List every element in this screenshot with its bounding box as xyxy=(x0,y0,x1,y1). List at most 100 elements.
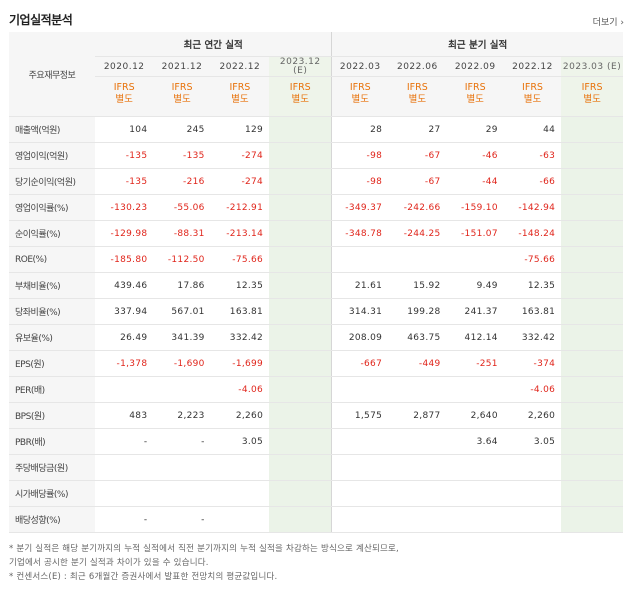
value-cell xyxy=(446,376,504,403)
row-label: ROE(%) xyxy=(9,246,95,273)
value-cell: -148.24 xyxy=(503,220,562,247)
table-row: 순이익률(%) -129.98 -88.31 -213.14 -348.78 -244.2… xyxy=(9,220,623,247)
ifrs-label: IFRS 별도 xyxy=(561,76,623,117)
period-header: 2023.03 (E) xyxy=(561,56,623,77)
value-cell: - xyxy=(94,428,154,455)
value-cell xyxy=(269,350,333,377)
value-cell xyxy=(153,454,211,481)
more-link[interactable]: 더보기 › xyxy=(593,15,624,28)
value-cell: -185.80 xyxy=(94,246,154,273)
value-cell xyxy=(388,480,447,507)
value-cell: 2,223 xyxy=(153,402,211,429)
value-cell: -135 xyxy=(153,142,211,169)
table-row: PER(배) -4.06 -4.06 xyxy=(9,376,623,403)
value-cell: -274 xyxy=(210,142,270,169)
value-cell xyxy=(561,350,623,377)
value-cell: 463.75 xyxy=(388,324,447,351)
footnote-line: 기업에서 공시한 분기 실적과 차이가 있을 수 있습니다. xyxy=(9,558,209,568)
value-cell xyxy=(561,428,623,455)
value-cell: -66 xyxy=(503,168,562,195)
value-cell: 332.42 xyxy=(503,324,562,351)
value-cell: 163.81 xyxy=(503,298,562,325)
value-cell: - xyxy=(153,506,211,533)
value-cell xyxy=(269,376,333,403)
value-cell xyxy=(446,480,504,507)
value-cell: -135 xyxy=(94,142,154,169)
ifrs-label: IFRS 별도 xyxy=(210,76,270,117)
value-cell: -112.50 xyxy=(153,246,211,273)
table-row: 매출액(억원) 104 245 129 28 27 29 44 xyxy=(9,116,623,143)
value-cell xyxy=(331,246,389,273)
header-period-row: 2020.12 2021.12 2022.12 2023.12 (E) 2022.03 2… xyxy=(9,56,623,77)
table-row: 배당성향(%) - - xyxy=(9,506,623,533)
value-cell xyxy=(269,142,333,169)
value-cell xyxy=(94,454,154,481)
value-cell xyxy=(388,506,447,533)
row-label: BPS(원) xyxy=(9,402,95,429)
table-row: BPS(원) 483 2,223 2,260 1,575 2,877 2,640 2,260 xyxy=(9,402,623,429)
table-row: 주당배당금(원) xyxy=(9,454,623,481)
value-cell: 129 xyxy=(210,116,270,143)
value-cell xyxy=(269,428,333,455)
value-cell: -212.91 xyxy=(210,194,270,221)
table-row: 유보율(%) 26.49 341.39 332.42 208.09 463.75 412.1… xyxy=(9,324,623,351)
value-cell xyxy=(503,506,562,533)
value-cell: 2,260 xyxy=(503,402,562,429)
value-cell: 12.35 xyxy=(210,272,270,299)
row-label: 시가배당률(%) xyxy=(9,480,95,507)
period-header: 2021.12 xyxy=(153,56,211,77)
row-label: PER(배) xyxy=(9,376,95,403)
value-cell: -4.06 xyxy=(210,376,270,403)
value-cell xyxy=(388,454,447,481)
period-header: 2023.12 (E) xyxy=(269,56,333,77)
ifrs-label: IFRS 별도 xyxy=(269,76,333,117)
value-cell: -159.10 xyxy=(446,194,504,221)
value-cell: -130.23 xyxy=(94,194,154,221)
ifrs-label: IFRS 별도 xyxy=(331,76,389,117)
row-label: 유보율(%) xyxy=(9,324,95,351)
value-cell xyxy=(388,376,447,403)
value-cell xyxy=(561,506,623,533)
value-cell xyxy=(503,480,562,507)
value-cell: -1,690 xyxy=(153,350,211,377)
financial-summary-table: 주요재무정보 최근 연간 실적 최근 분기 실적 2020.12 2021.12 2022… xyxy=(9,32,623,533)
value-cell xyxy=(561,220,623,247)
annual-group-title: 최근 연간 실적 xyxy=(94,32,333,57)
value-cell: 163.81 xyxy=(210,298,270,325)
ifrs-label: IFRS 별도 xyxy=(503,76,562,117)
period-header: 2022.12 xyxy=(503,56,562,77)
row-label: 배당성향(%) xyxy=(9,506,95,533)
table-row: PBR(배) - -3.05 3.64 3.05 xyxy=(9,428,623,455)
value-cell xyxy=(561,454,623,481)
value-cell: -274 xyxy=(210,168,270,195)
table-row: 부채비율(%) 439.46 17.86 12.35 21.61 15.92 9.49 12.… xyxy=(9,272,623,299)
value-cell: 2,640 xyxy=(446,402,504,429)
value-cell xyxy=(269,246,333,273)
footnote-line: * 분기 실적은 해당 분기까지의 누적 실적에서 직전 분기까지의 누적 실적… xyxy=(9,544,399,554)
value-cell: -374 xyxy=(503,350,562,377)
row-label: 영업이익률(%) xyxy=(9,194,95,221)
value-cell: 3.05 xyxy=(503,428,562,455)
ifrs-label: IFRS 별도 xyxy=(153,76,211,117)
value-cell: 241.37 xyxy=(446,298,504,325)
value-cell xyxy=(210,454,270,481)
value-cell: -63 xyxy=(503,142,562,169)
row-label: 영업이익(억원) xyxy=(9,142,95,169)
value-cell: 314.31 xyxy=(331,298,389,325)
ifrs-label: IFRS 별도 xyxy=(94,76,154,117)
value-cell: -142.94 xyxy=(503,194,562,221)
value-cell xyxy=(153,376,211,403)
value-cell xyxy=(331,376,389,403)
value-cell: -98 xyxy=(331,168,389,195)
ifrs-label: IFRS 별도 xyxy=(388,76,447,117)
value-cell: 3.64 xyxy=(446,428,504,455)
value-cell xyxy=(561,194,623,221)
row-label: 매출액(억원) xyxy=(9,116,95,143)
value-cell: 15.92 xyxy=(388,272,447,299)
value-cell: -213.14 xyxy=(210,220,270,247)
table-row: 당기순이익(억원) -135 -216 -274 -98 -67 -44 -66 xyxy=(9,168,623,195)
value-cell: 245 xyxy=(153,116,211,143)
value-cell: 2,260 xyxy=(210,402,270,429)
value-cell: 412.14 xyxy=(446,324,504,351)
value-cell: -216 xyxy=(153,168,211,195)
